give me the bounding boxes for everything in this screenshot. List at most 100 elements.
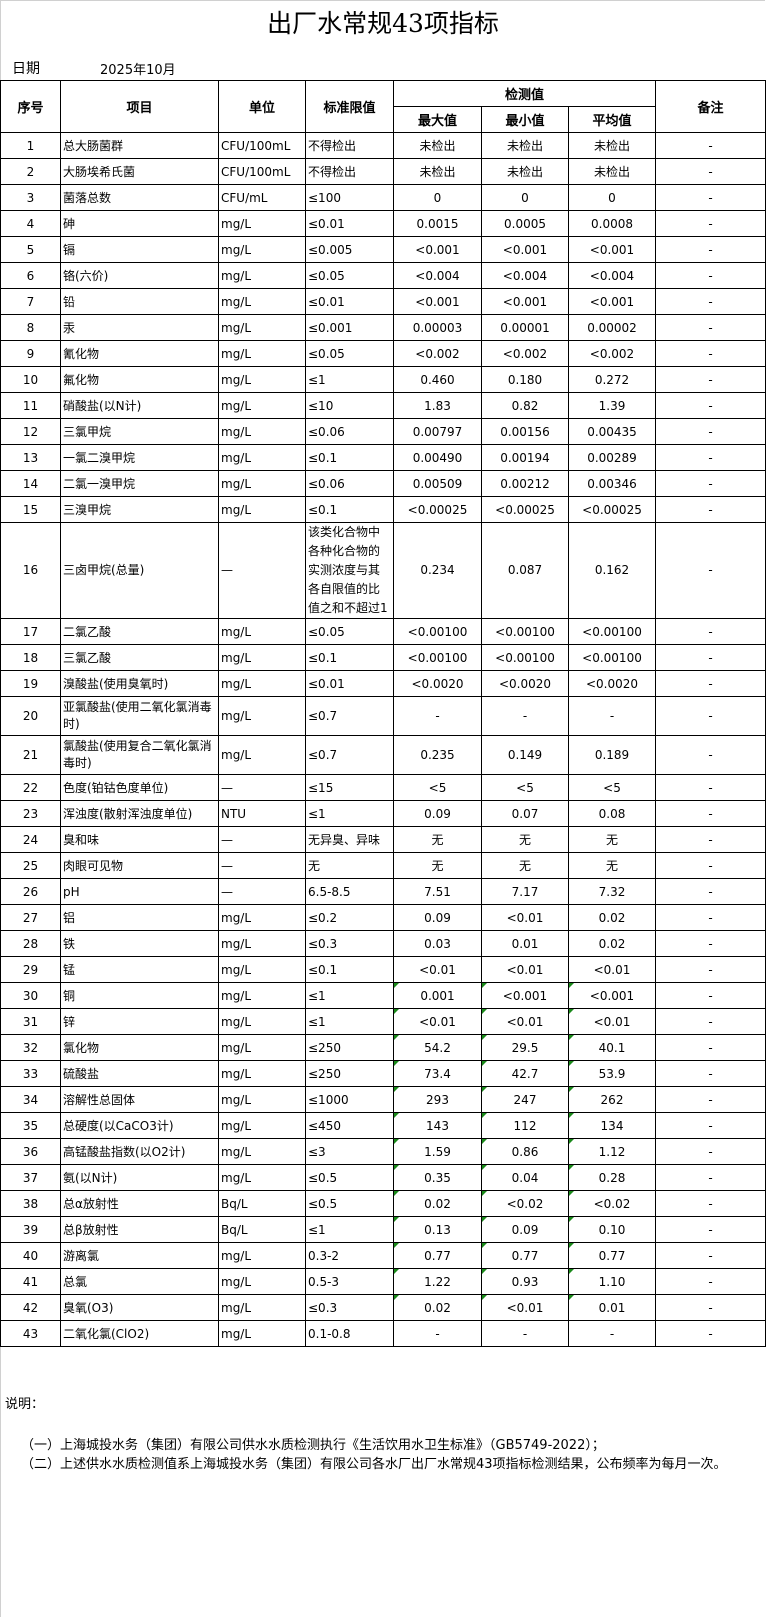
cell-item: 锌	[60, 1008, 219, 1035]
cell-avg: 0.01	[568, 1294, 656, 1321]
cell-limit: ≤0.001	[305, 314, 394, 341]
cell-unit: mg/L	[218, 392, 306, 419]
table-row: 9 氰化物 mg/L ≤0.05 <0.002 <0.002 <0.002-	[0, 340, 766, 367]
table-row: 10 氟化物 mg/L ≤1 0.460 0.180 0.272-	[0, 366, 766, 393]
cell-avg: 0.162	[568, 522, 656, 619]
table-row: 3 菌落总数 CFU/mL ≤100 0 0 0-	[0, 184, 766, 211]
cell-remark: -	[655, 1060, 766, 1087]
cell-item: 三卤甲烷(总量)	[60, 522, 219, 619]
cell-avg: 0	[568, 184, 656, 211]
cell-item: 色度(铂钴色度单位)	[60, 774, 219, 801]
cell-max: 未检出	[393, 132, 482, 159]
cell-no: 25	[0, 852, 61, 879]
cell-max: <0.002	[393, 340, 482, 367]
cell-remark: -	[655, 314, 766, 341]
table-row: 18 三氯乙酸 mg/L ≤0.1 <0.00100 <0.00100 <0.00100-	[0, 644, 766, 671]
cell-avg: <0.002	[568, 340, 656, 367]
cell-avg: <0.00025	[568, 496, 656, 523]
table-row: 43 二氧化氯(ClO2) mg/L 0.1-0.8- - - -	[0, 1320, 766, 1347]
cell-remark: -	[655, 618, 766, 645]
cell-avg: 未检出	[568, 158, 656, 185]
cell-min: 0.0005	[481, 210, 569, 237]
cell-limit: ≤15	[305, 774, 394, 801]
cell-avg: 1.12	[568, 1138, 656, 1165]
cell-min: 0.180	[481, 366, 569, 393]
cell-max: 1.83	[393, 392, 482, 419]
cell-avg: <0.02	[568, 1190, 656, 1217]
cell-remark: -	[655, 826, 766, 853]
cell-max: 0.235	[393, 735, 482, 775]
cell-limit: ≤0.3	[305, 1294, 394, 1321]
cell-unit: NTU	[218, 800, 306, 827]
cell-limit: ≤1	[305, 1216, 394, 1243]
cell-max: 0.77	[393, 1242, 482, 1269]
cell-item: 硫酸盐	[60, 1060, 219, 1087]
cell-no: 11	[0, 392, 61, 419]
cell-unit: mg/L	[218, 1164, 306, 1191]
cell-item: 铁	[60, 930, 219, 957]
cell-min: 0.00156	[481, 418, 569, 445]
cell-remark: -	[655, 288, 766, 315]
table-row: 42 臭氧(O3) mg/L ≤0.3 0.02 <0.01 0.01-	[0, 1294, 766, 1321]
cell-remark: -	[655, 878, 766, 905]
cell-unit: mg/L	[218, 210, 306, 237]
cell-no: 23	[0, 800, 61, 827]
header-no: 序号	[0, 80, 61, 133]
cell-limit: ≤0.06	[305, 418, 394, 445]
table-row: 37 氨(以N计) mg/L ≤0.5 0.35 0.04 0.28-	[0, 1164, 766, 1191]
cell-unit: mg/L	[218, 314, 306, 341]
cell-item: 溶解性总固体	[60, 1086, 219, 1113]
cell-remark: -	[655, 522, 766, 619]
cell-unit: mg/L	[218, 1034, 306, 1061]
cell-limit: 0.1-0.8	[305, 1320, 394, 1347]
cell-item: 二氧化氯(ClO2)	[60, 1320, 219, 1347]
cell-min: 0.00194	[481, 444, 569, 471]
cell-max: 0.35	[393, 1164, 482, 1191]
cell-no: 28	[0, 930, 61, 957]
table-row: 33 硫酸盐 mg/L ≤250 73.4 42.7 53.9-	[0, 1060, 766, 1087]
header-avg: 平均值	[568, 106, 656, 133]
cell-unit: mg/L	[218, 904, 306, 931]
cell-min: <0.002	[481, 340, 569, 367]
cell-unit: CFU/100mL	[218, 132, 306, 159]
cell-item: pH	[60, 878, 219, 905]
cell-avg: 0.00435	[568, 418, 656, 445]
notes-heading: 说明：	[5, 1397, 45, 1412]
cell-min: -	[481, 1320, 569, 1347]
cell-no: 14	[0, 470, 61, 497]
cell-item: 铬(六价)	[60, 262, 219, 289]
table-row: 20 亚氯酸盐(使用二氧化氯消毒时) mg/L ≤0.7- - - -	[0, 696, 766, 736]
cell-unit: mg/L	[218, 618, 306, 645]
cell-unit: Bq/L	[218, 1216, 306, 1243]
cell-avg: 40.1	[568, 1034, 656, 1061]
cell-unit: mg/L	[218, 470, 306, 497]
cell-remark: -	[655, 670, 766, 697]
cell-no: 31	[0, 1008, 61, 1035]
cell-avg: 1.10	[568, 1268, 656, 1295]
cell-no: 32	[0, 1034, 61, 1061]
table-row: 31 锌 mg/L ≤1 <0.01 <0.01 <0.01-	[0, 1008, 766, 1035]
cell-avg: <0.00100	[568, 644, 656, 671]
cell-limit: ≤0.1	[305, 496, 394, 523]
table-row: 15 三溴甲烷 mg/L ≤0.1 <0.00025 <0.00025 <0.00025-	[0, 496, 766, 523]
cell-unit: mg/L	[218, 1060, 306, 1087]
table-row: 12 三氯甲烷 mg/L ≤0.06 0.00797 0.00156 0.00435-	[0, 418, 766, 445]
cell-min: 0.93	[481, 1268, 569, 1295]
table-row: 8 汞 mg/L ≤0.001 0.00003 0.00001 0.00002-	[0, 314, 766, 341]
cell-remark: -	[655, 210, 766, 237]
cell-max: 0.02	[393, 1190, 482, 1217]
cell-min: 0.01	[481, 930, 569, 957]
cell-min: -	[481, 696, 569, 736]
cell-no: 40	[0, 1242, 61, 1269]
cell-avg: 无	[568, 826, 656, 853]
cell-unit: mg/L	[218, 340, 306, 367]
cell-avg: -	[568, 1320, 656, 1347]
cell-item: 氟化物	[60, 366, 219, 393]
cell-min: 0.77	[481, 1242, 569, 1269]
cell-min: <0.01	[481, 904, 569, 931]
cell-limit: ≤0.05	[305, 340, 394, 367]
header-unit: 单位	[218, 80, 306, 133]
cell-no: 27	[0, 904, 61, 931]
cell-max: <0.004	[393, 262, 482, 289]
cell-unit: mg/L	[218, 366, 306, 393]
